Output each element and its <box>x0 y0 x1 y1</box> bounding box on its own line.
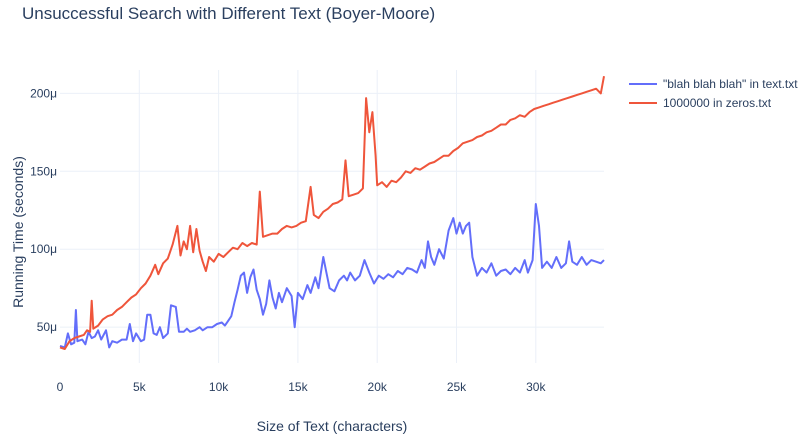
legend-item-1[interactable]: "blah blah blah" in text.txt <box>629 77 798 91</box>
y-axis-ticks: 50μ 100μ 150μ 200μ <box>30 86 57 334</box>
x-tick-label: 20k <box>368 380 388 394</box>
y-tick-label: 200μ <box>30 86 57 100</box>
series-lines <box>59 76 605 350</box>
x-tick-label: 25k <box>447 380 467 394</box>
y-tick-label: 50μ <box>37 320 57 334</box>
grid-lines <box>60 70 604 363</box>
legend-label: "blah blah blah" in text.txt <box>663 77 798 91</box>
x-axis-title: Size of Text (characters) <box>257 418 408 434</box>
y-tick-label: 100μ <box>30 242 57 256</box>
x-tick-label: 10k <box>209 380 229 394</box>
series-line-1 <box>59 203 605 349</box>
x-tick-label: 15k <box>288 380 308 394</box>
y-axis-title: Running Time (seconds) <box>10 156 26 308</box>
legend[interactable]: "blah blah blah" in text.txt 1000000 in z… <box>629 77 798 110</box>
x-axis-ticks: 0 5k 10k 15k 20k 25k 30k <box>57 380 547 394</box>
y-tick-label: 150μ <box>30 164 57 178</box>
x-tick-label: 5k <box>133 380 147 394</box>
legend-label: 1000000 in zeros.txt <box>663 96 772 110</box>
series-line-2 <box>59 76 605 350</box>
x-tick-label: 0 <box>57 380 64 394</box>
legend-item-2[interactable]: 1000000 in zeros.txt <box>629 96 772 110</box>
x-tick-label: 30k <box>526 380 546 394</box>
chart-title: Unsuccessful Search with Different Text … <box>22 4 436 23</box>
